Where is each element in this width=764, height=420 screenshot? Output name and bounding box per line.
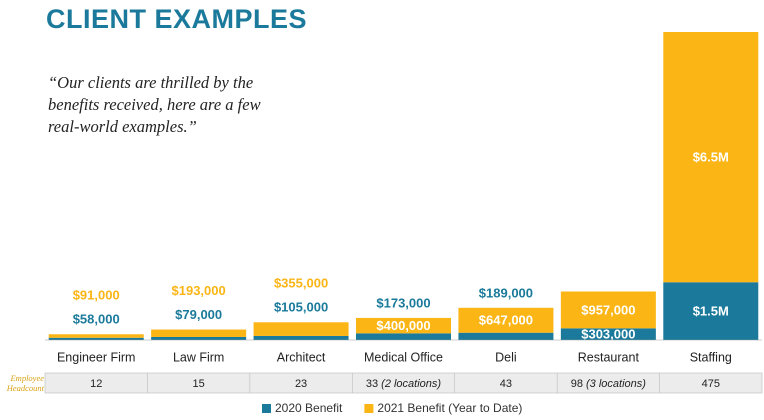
bar-segment xyxy=(151,336,247,340)
x-tick-label: Architect xyxy=(277,350,326,364)
headcount-count: 15 xyxy=(193,378,205,390)
value-label: $647,000 xyxy=(479,313,533,328)
bar-segment xyxy=(253,322,349,336)
bar-segment xyxy=(48,334,144,338)
quote: “Our clients are thrilled by the benefit… xyxy=(48,73,261,136)
bar-segment xyxy=(356,317,451,334)
headcount-count: 23 xyxy=(295,378,307,390)
headcount-note: (3 locations) xyxy=(586,378,646,390)
value-label: $91,000 xyxy=(73,288,120,303)
value-label: $189,000 xyxy=(479,285,533,300)
bar-segment xyxy=(253,335,349,340)
value-label: $355,000 xyxy=(274,276,328,291)
x-tick-label: Engineer Firm xyxy=(57,350,136,364)
value-label: $303,000 xyxy=(581,327,635,342)
bar-segment xyxy=(458,307,554,333)
bar-segment xyxy=(458,332,554,340)
legend-label: 2021 Benefit (Year to Date) xyxy=(377,401,522,415)
headcount-value: 98 (3 locations) xyxy=(571,378,647,390)
headcount-count: 43 xyxy=(500,378,512,390)
headcount-value: 15 xyxy=(193,378,205,390)
legend-label: 2020 Benefit xyxy=(275,401,343,415)
bar-segment xyxy=(560,291,656,329)
value-label: $58,000 xyxy=(73,312,120,327)
value-label: $79,000 xyxy=(175,307,222,322)
x-tick-label: Staffing xyxy=(690,350,732,364)
headcount-count: 33 xyxy=(366,378,378,390)
headcount-count: 12 xyxy=(90,378,102,390)
bar-segment xyxy=(151,329,247,337)
legend-swatch xyxy=(262,404,271,413)
x-tick-label: Restaurant xyxy=(578,350,640,364)
headcount-value: 43 xyxy=(500,378,512,390)
headcount-count: 475 xyxy=(702,378,720,390)
value-label: $105,000 xyxy=(274,300,328,315)
bar-segment xyxy=(663,282,759,340)
headcount-count: 98 xyxy=(571,378,583,390)
chart-title: CLIENT EXAMPLES xyxy=(46,4,308,34)
bar-segment xyxy=(560,328,656,340)
value-label: $400,000 xyxy=(376,318,430,333)
bar-segment xyxy=(48,337,144,340)
bar-segment xyxy=(663,32,759,283)
legend-swatch xyxy=(364,404,374,413)
value-label: $173,000 xyxy=(376,295,430,310)
value-label: $957,000 xyxy=(581,302,635,317)
headcount-value: 12 xyxy=(90,378,102,390)
headcount-note: (2 locations) xyxy=(381,378,441,390)
value-label: $193,000 xyxy=(172,283,226,298)
x-tick-label: Medical Office xyxy=(364,350,443,364)
value-label: $1.5M xyxy=(693,304,729,319)
headcount-value: 33 (2 locations) xyxy=(366,378,442,390)
bar-segment xyxy=(356,333,451,340)
value-label: $6.5M xyxy=(693,150,729,165)
headcount-value: 475 xyxy=(702,378,720,390)
x-tick-label: Deli xyxy=(495,350,517,364)
headcount-label: Employee Headcount xyxy=(6,373,44,393)
headcount-value: 23 xyxy=(295,378,307,390)
headcount-row xyxy=(44,372,763,394)
x-tick-label: Law Firm xyxy=(173,350,224,364)
